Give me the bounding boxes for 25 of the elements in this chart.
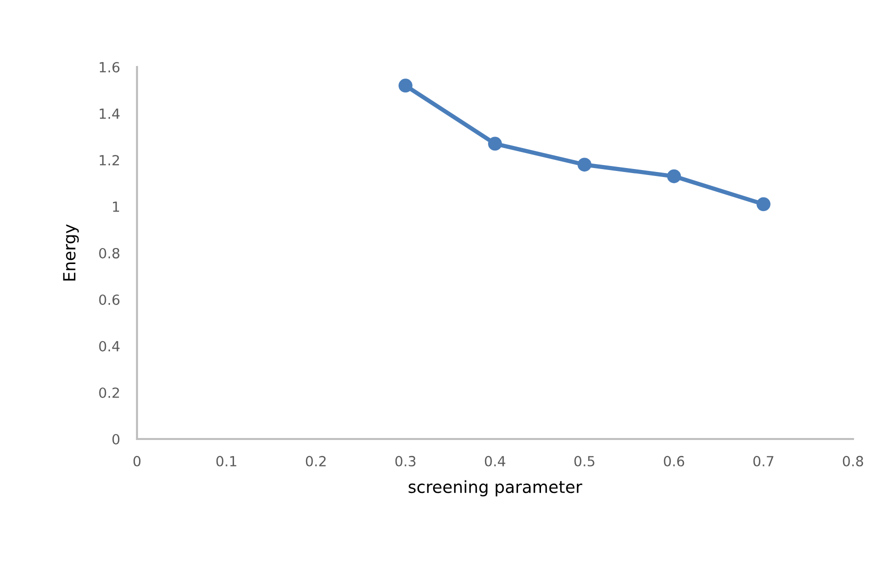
x-tick-label: 0.5	[574, 456, 594, 466]
x-tick-label: 0.8	[842, 456, 864, 466]
x-tick-label: 0.4	[484, 456, 506, 466]
y-tick-label: 1.2	[100, 154, 119, 166]
y-tick-label: 0.2	[99, 387, 119, 398]
y-tick-label: 0.4	[99, 340, 120, 352]
y-tick-label: 0.6	[99, 294, 120, 305]
y-tick-label: 0	[112, 434, 120, 444]
x-tick-label: 0.2	[306, 456, 326, 466]
y-axis-title: Energy	[63, 224, 79, 281]
point	[488, 136, 502, 151]
x-axis-title: screening parameter	[408, 480, 582, 496]
point	[578, 158, 592, 172]
y-tick-label: 1	[113, 202, 120, 212]
point	[398, 78, 412, 93]
x-tick-label: 0.7	[753, 456, 774, 466]
x-tick-label: 0.6	[664, 456, 684, 466]
x-tick-label: 0	[133, 456, 140, 466]
point	[667, 169, 681, 184]
y-tick-label: 1.4	[100, 108, 120, 119]
point	[756, 197, 770, 212]
y-tick-label: 0.8	[99, 248, 120, 258]
x-tick-label: 0.3	[395, 456, 416, 466]
x-tick-label: 0.1	[216, 456, 236, 466]
y-tick-label: 1.6	[100, 62, 120, 72]
